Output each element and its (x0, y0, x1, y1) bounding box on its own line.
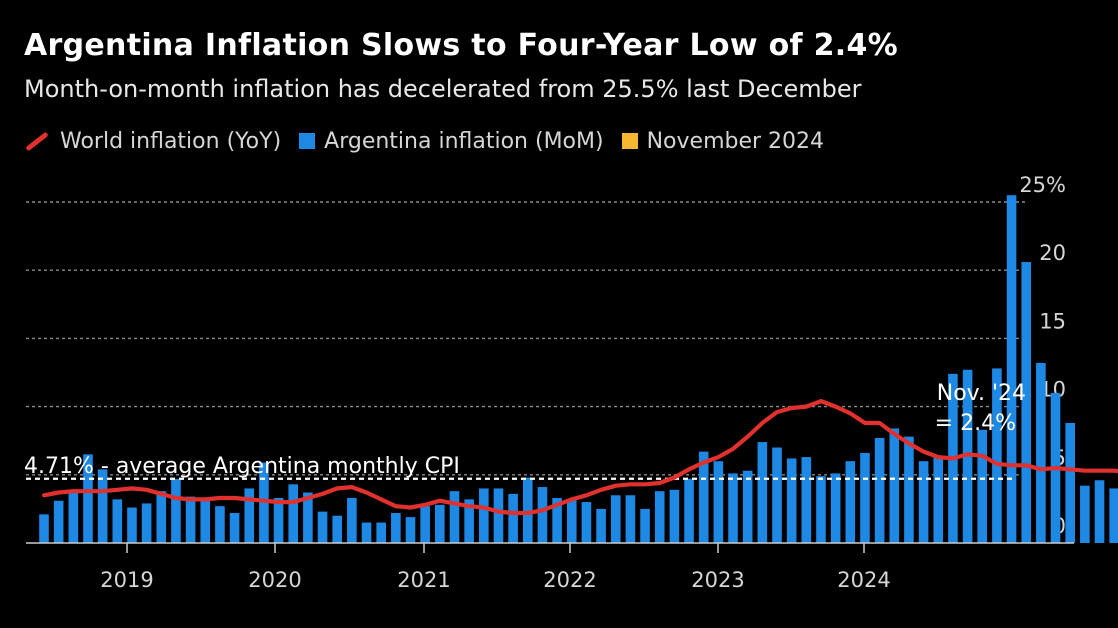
chart-title: Argentina Inflation Slows to Four-Year L… (24, 28, 898, 63)
bar (625, 495, 636, 543)
y-tick-label: 25% (1019, 173, 1066, 197)
annotation-nov-value: = 2.4% (935, 411, 1016, 436)
bar (479, 488, 489, 543)
bar (508, 493, 518, 543)
bar (801, 457, 812, 543)
bar (141, 503, 152, 543)
bar (244, 488, 255, 543)
bar (596, 508, 606, 543)
bar (303, 492, 313, 543)
bar (1094, 480, 1105, 543)
bar (918, 461, 929, 543)
x-tick-label: 2024 (837, 568, 890, 592)
legend-label-november: November 2024 (646, 128, 825, 154)
bar (347, 497, 357, 543)
legend-item-november: November 2024 (621, 128, 825, 154)
bar (97, 469, 108, 543)
bar (816, 476, 826, 543)
bar (449, 491, 460, 543)
bar (742, 470, 753, 543)
legend-square-icon-blue (299, 133, 316, 149)
bar (83, 454, 93, 543)
x-tick-label: 2023 (691, 568, 744, 592)
bar (1109, 488, 1118, 543)
bar (464, 499, 474, 543)
bar (288, 484, 299, 543)
legend: World inflation (YoY) Argentina inflatio… (24, 126, 842, 156)
bar (522, 477, 533, 543)
legend-square-icon-yellow (621, 133, 638, 149)
bar (361, 522, 372, 543)
bar (654, 491, 665, 543)
bar (552, 497, 562, 543)
bar (640, 508, 650, 543)
bar (1021, 262, 1032, 543)
bar (933, 457, 944, 543)
bar (420, 506, 430, 543)
bar (669, 489, 680, 543)
bar (493, 488, 504, 543)
bar (566, 499, 577, 543)
bar (1006, 195, 1017, 543)
bar (185, 496, 196, 543)
bar (1036, 362, 1046, 543)
bar (171, 478, 181, 543)
x-tick-label: 2021 (397, 568, 450, 592)
bar (68, 489, 79, 543)
bar (786, 458, 797, 543)
bar (112, 499, 123, 543)
bar (376, 522, 386, 543)
bar (53, 500, 64, 543)
bar (713, 461, 724, 543)
bar (904, 436, 914, 543)
y-tick-label: 15 (1039, 309, 1066, 333)
bar (772, 447, 782, 543)
bar (874, 437, 885, 543)
bar (889, 428, 900, 543)
bar (229, 512, 240, 543)
bar (156, 491, 167, 543)
world-inflation-line (41, 399, 1118, 516)
legend-label-world: World inflation (YoY) (60, 128, 282, 154)
bar (127, 507, 137, 543)
x-tick-label: 2020 (248, 568, 301, 592)
bar (537, 487, 548, 543)
legend-label-argentina: Argentina inflation (MoM) (324, 128, 604, 154)
x-tick-label: 2022 (543, 568, 596, 592)
bar (405, 517, 416, 543)
bar (830, 473, 841, 543)
bar (581, 502, 592, 543)
annotation-nov-label: Nov. '24 (937, 381, 1026, 406)
bar (273, 497, 284, 543)
bar (39, 514, 49, 543)
bar (845, 461, 856, 543)
bar (992, 368, 1002, 543)
chart-subtitle: Month-on-month inflation has decelerated… (24, 75, 862, 103)
bar (332, 515, 342, 543)
bar (977, 429, 988, 543)
bar (200, 500, 211, 543)
legend-item-world: World inflation (YoY) (24, 129, 281, 154)
bar (860, 452, 870, 543)
bar (1065, 422, 1075, 543)
bar (215, 506, 225, 543)
bar (610, 495, 621, 543)
bar (728, 473, 738, 543)
average-label: 4.71% - average Argentina monthly CPI (24, 454, 460, 479)
bar (684, 478, 694, 543)
x-tick-label: 2019 (100, 568, 153, 592)
bar (435, 504, 445, 543)
y-tick-label: 20 (1039, 241, 1066, 265)
bar (698, 451, 709, 543)
bar (391, 512, 401, 543)
bar (1080, 485, 1090, 543)
legend-item-argentina: Argentina inflation (MoM) (299, 128, 604, 154)
bar (757, 442, 768, 543)
bar (317, 511, 328, 543)
